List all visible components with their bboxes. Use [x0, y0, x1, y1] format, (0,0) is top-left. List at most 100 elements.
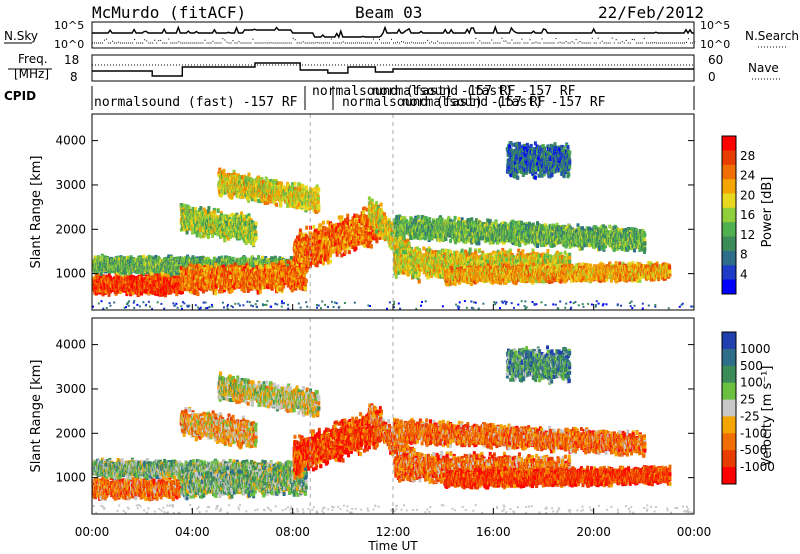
heatmap-cell	[286, 259, 290, 264]
heatmap-cell	[167, 273, 171, 278]
heatmap-cell	[115, 289, 118, 294]
power-heatmap-cells	[92, 114, 694, 310]
heatmap-cell	[139, 279, 143, 284]
heatmap-cell	[102, 274, 105, 279]
nsearch-tick-bottom: 10^0	[700, 38, 730, 51]
sky-panel: N.Sky 10^5 10^0 10^5 10^0 N.Search	[4, 19, 799, 51]
heatmap-cell	[168, 270, 172, 275]
heatmap-cell	[93, 288, 97, 293]
heatmap-cell	[207, 256, 210, 261]
heatmap-cell	[138, 282, 142, 286]
heatmap-cell	[122, 275, 126, 280]
cpid-entry-5: normalsound (fast) -157 RF	[402, 95, 606, 110]
heatmap-cell	[107, 290, 111, 295]
heatmap-cell	[160, 292, 164, 297]
nsearch-tick-top: 10^5	[700, 19, 730, 32]
heatmap-cell	[177, 271, 181, 276]
heatmap-cell	[137, 292, 141, 297]
heatmap-cell	[99, 275, 103, 280]
heatmap-cell	[217, 258, 221, 262]
heatmap-cell	[198, 260, 202, 265]
heatmap-cell	[164, 272, 168, 277]
nsky-tick-top: 10^5	[54, 19, 84, 32]
heatmap-cell	[205, 256, 209, 261]
cpid-entry-4: normalsound (fast) -157 RF	[372, 84, 576, 99]
heatmap-cell	[114, 287, 118, 292]
nave-tick-bottom: 0	[708, 70, 716, 84]
cpid-strip: CPID normalsound (fast) -157 RF normalso…	[4, 84, 695, 110]
heatmap-cell	[242, 289, 246, 293]
heatmap-cell	[109, 283, 113, 288]
heatmap-cell	[119, 289, 123, 294]
heatmap-cell	[121, 270, 125, 275]
heatmap-cell	[158, 274, 162, 279]
nave-label: Nave	[748, 61, 779, 75]
heatmap-cell	[173, 274, 177, 279]
heatmap-cell	[163, 285, 167, 290]
heatmap-cell	[93, 255, 97, 260]
heatmap-cell	[169, 272, 173, 277]
heatmap-cell	[254, 261, 258, 266]
heatmap-cell	[139, 269, 143, 274]
heatmap-cell	[282, 284, 286, 289]
beam-title: Beam 03	[355, 3, 422, 22]
heatmap-cell	[191, 255, 195, 260]
freq-series	[92, 62, 694, 77]
cpid-entry-2: normalsound (fast) -157 RF	[312, 84, 516, 99]
freq-unit: [MHz]	[14, 67, 49, 81]
heatmap-cell	[134, 269, 138, 274]
cpid-label: CPID	[4, 89, 36, 103]
heatmap-cell	[101, 256, 105, 261]
heatmap-cell	[167, 254, 171, 259]
heatmap-cell	[258, 289, 262, 294]
heatmap-cell	[99, 271, 103, 276]
heatmap-cell	[214, 291, 218, 296]
heatmap-cell	[220, 255, 224, 260]
heatmap-cell	[125, 278, 129, 282]
heatmap-cell	[169, 255, 173, 260]
heatmap-cell	[131, 291, 135, 295]
cpid-entry-3: normalsound (fast) -157 RF	[342, 95, 546, 110]
heatmap-cell	[107, 273, 111, 277]
heatmap-cell	[127, 271, 131, 276]
site-title: McMurdo (fitACF)	[92, 3, 246, 22]
freq-tick-bottom: 8	[70, 70, 78, 84]
heatmap-cell	[113, 276, 117, 281]
nsky-series	[92, 25, 694, 39]
heatmap-cell	[122, 256, 126, 261]
nsearch-label: N.Search	[745, 29, 799, 43]
heatmap-cell	[98, 288, 102, 293]
heatmap-cell	[114, 272, 118, 277]
heatmap-cell	[150, 271, 154, 276]
heatmap-cell	[203, 257, 207, 262]
heatmap-cell	[101, 292, 105, 297]
nsky-tick-bottom: 10^0	[54, 38, 84, 51]
nsky-label: N.Sky	[4, 29, 38, 43]
heatmap-cell	[93, 275, 97, 280]
heatmap-cell	[196, 292, 200, 297]
heatmap-cell	[186, 256, 190, 261]
heatmap-cell	[145, 269, 149, 274]
cpid-entry-1: normalsound (fast) -157 RF	[94, 95, 298, 110]
heatmap-cell	[114, 284, 118, 289]
heatmap-cell	[160, 288, 164, 293]
heatmap-cell	[153, 289, 156, 294]
heatmap-cell	[107, 292, 111, 297]
heatmap-cell	[142, 254, 146, 259]
nsearch-series	[92, 37, 695, 44]
heatmap-cell	[125, 255, 129, 260]
heatmap-cell	[126, 267, 130, 272]
heatmap-cell	[257, 255, 261, 260]
heatmap-cell	[147, 254, 151, 259]
heatmap-cell	[142, 271, 146, 276]
heatmap-cell	[163, 290, 167, 295]
nave-tick-top: 60	[708, 53, 723, 67]
heatmap-cell	[140, 272, 144, 277]
heatmap-cell	[181, 267, 185, 271]
heatmap-cell	[129, 274, 133, 279]
heatmap-cell	[201, 289, 205, 294]
heatmap-cell	[168, 290, 172, 295]
heatmap-cell	[163, 293, 167, 298]
